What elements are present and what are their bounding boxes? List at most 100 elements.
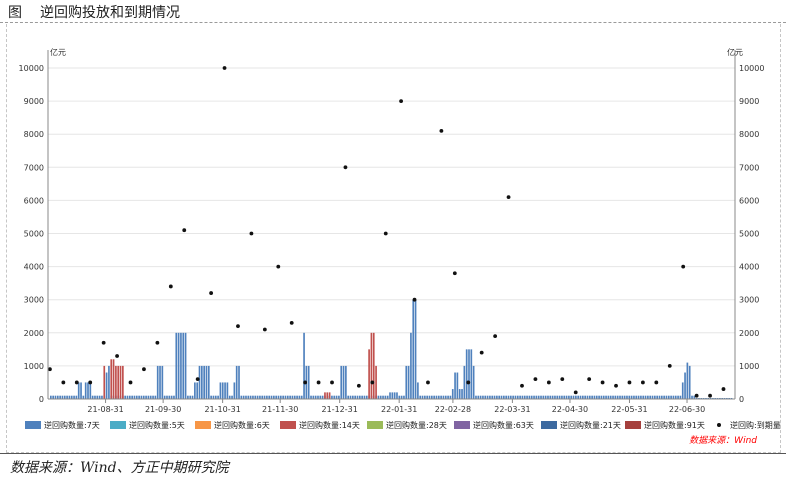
bar-7d bbox=[254, 395, 257, 399]
bar-7d bbox=[612, 395, 614, 399]
maturity-dot bbox=[155, 340, 160, 345]
legend-label: 逆回购数量:28天 bbox=[386, 420, 447, 430]
maturity-dot bbox=[452, 271, 457, 276]
bar-14d bbox=[103, 365, 106, 399]
bar-7d bbox=[149, 395, 152, 399]
bar-14d bbox=[122, 365, 124, 399]
bar-7d bbox=[177, 332, 180, 399]
bar-7d bbox=[135, 395, 138, 399]
bar-7d bbox=[131, 395, 133, 399]
maturity-dot bbox=[74, 380, 79, 385]
maturity-dot bbox=[182, 228, 187, 233]
bar-7d bbox=[440, 395, 442, 399]
bar-7d bbox=[581, 395, 584, 399]
bar-7d bbox=[201, 365, 203, 399]
bar-7d bbox=[240, 395, 243, 399]
bar-14d bbox=[368, 349, 370, 399]
bar-7d bbox=[609, 395, 612, 399]
bar-7d bbox=[523, 395, 526, 399]
bar-7d bbox=[331, 395, 333, 399]
y-tick-label-left: 4000 bbox=[24, 263, 44, 272]
bar-7d bbox=[310, 395, 312, 399]
bar-7d bbox=[575, 395, 577, 399]
bar-7d bbox=[484, 395, 487, 399]
bar-7d bbox=[235, 365, 238, 399]
y-tick-label-right: 7000 bbox=[739, 163, 759, 172]
bar-7d bbox=[658, 395, 661, 399]
bar-7d bbox=[489, 395, 491, 399]
bar-7d bbox=[238, 365, 240, 399]
y-tick-label-right: 8000 bbox=[739, 130, 759, 139]
bar-7d bbox=[59, 395, 61, 399]
maturity-dot bbox=[330, 380, 334, 385]
y-axis-unit-right: 亿元 bbox=[727, 47, 743, 57]
bar-7d bbox=[691, 395, 693, 399]
bar-7d bbox=[507, 395, 510, 399]
bar-7d bbox=[500, 395, 503, 399]
bar-7d bbox=[191, 395, 194, 399]
legend-label: 逆回购数量:21天 bbox=[560, 420, 621, 430]
maturity-dot bbox=[627, 380, 632, 385]
bar-7d bbox=[379, 395, 382, 399]
bar-7d bbox=[419, 395, 422, 399]
bar-7d bbox=[549, 395, 552, 399]
maturity-dot bbox=[115, 354, 119, 358]
bar-7d bbox=[142, 395, 145, 399]
y-tick-label-right: 1000 bbox=[739, 362, 759, 371]
bar-7d bbox=[470, 349, 473, 399]
bar-7d bbox=[233, 382, 236, 399]
bar-7d bbox=[303, 332, 305, 399]
maturity-dot bbox=[222, 66, 227, 70]
y-tick-label-left: 1000 bbox=[24, 362, 44, 371]
bar-7d bbox=[677, 395, 679, 399]
bar-7d bbox=[412, 299, 415, 399]
axes-group: 0 0 1000 1000 2000 2000 3000 3000 4000 4000 5000 50… bbox=[19, 50, 764, 414]
bar-7d bbox=[654, 395, 656, 399]
bar-7d bbox=[249, 395, 252, 399]
bar-14d bbox=[328, 392, 331, 399]
bar-7d bbox=[674, 395, 677, 399]
maturity-dot bbox=[412, 297, 417, 302]
bar-7d bbox=[349, 395, 352, 399]
maturity-dot bbox=[343, 165, 348, 170]
bar-7d bbox=[579, 395, 582, 399]
maturity-dot bbox=[721, 387, 726, 391]
bar-7d bbox=[656, 395, 659, 399]
bar-7d bbox=[198, 365, 201, 399]
legend-swatch bbox=[195, 421, 211, 429]
y-tick-label-left: 0 bbox=[39, 395, 44, 404]
bar-7d bbox=[217, 395, 219, 399]
bar-7d bbox=[637, 395, 640, 399]
y-tick-label-left: 7000 bbox=[24, 163, 44, 172]
bar-7d bbox=[672, 395, 675, 399]
bar-7d bbox=[663, 395, 665, 399]
maturity-dot bbox=[708, 393, 712, 398]
y-tick-label-left: 6000 bbox=[24, 196, 44, 205]
bar-7d bbox=[421, 395, 424, 399]
bar-7d bbox=[516, 395, 519, 399]
bar-7d bbox=[437, 395, 440, 399]
bar-7d bbox=[633, 395, 635, 399]
bar-7d bbox=[635, 395, 638, 399]
maturity-dot bbox=[195, 377, 200, 382]
maturity-dot bbox=[546, 380, 551, 385]
bar-7d bbox=[68, 395, 71, 399]
bar-7d bbox=[595, 395, 598, 399]
legend-swatch bbox=[110, 421, 126, 429]
bar-7d bbox=[300, 395, 303, 399]
maturity-dot bbox=[479, 350, 484, 355]
bar-7d bbox=[319, 395, 322, 399]
bar-7d bbox=[377, 395, 380, 399]
bar-7d bbox=[526, 395, 528, 399]
bar-7d bbox=[154, 395, 157, 399]
bar-7d bbox=[231, 395, 233, 399]
bar-7d bbox=[338, 395, 340, 399]
bar-7d bbox=[335, 395, 338, 399]
bar-7d bbox=[54, 395, 57, 399]
bar-7d bbox=[52, 395, 54, 399]
x-tick-label: 21-11-30 bbox=[262, 405, 298, 414]
bar-7d bbox=[126, 395, 129, 399]
bar-7d bbox=[479, 395, 482, 399]
bar-7d bbox=[312, 395, 315, 399]
bar-7d bbox=[670, 395, 672, 399]
